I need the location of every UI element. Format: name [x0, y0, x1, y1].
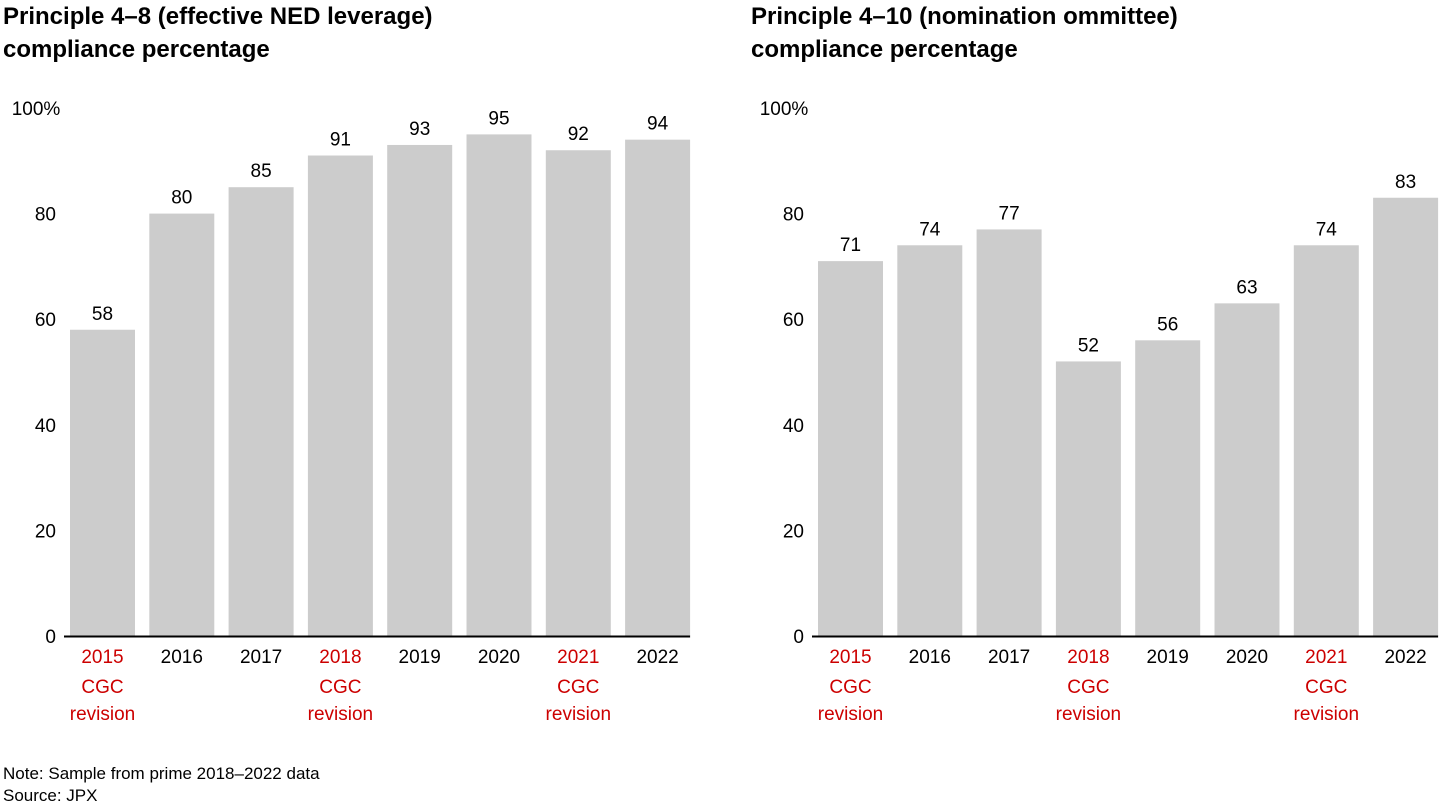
cgc-revision-label: CGC — [557, 677, 599, 698]
y-tick-label: 60 — [783, 310, 804, 331]
x-tick-label: 2017 — [988, 647, 1030, 668]
x-tick-label: 2015 — [829, 647, 871, 668]
x-tick-label: 2022 — [636, 647, 678, 668]
bar-value-label: 91 — [330, 130, 351, 151]
y-tick-label: 40 — [783, 416, 804, 437]
y-tick-label: 100% — [760, 99, 809, 120]
cgc-revision-label: revision — [1056, 704, 1121, 725]
bar-value-label: 92 — [568, 124, 589, 145]
bar-2015 — [818, 261, 883, 636]
cgc-revision-label: revision — [1294, 704, 1359, 725]
chart-2: 0 20 40 60 80 100% 71 2015 CGC revision 74 2016 77 20… — [760, 99, 1439, 725]
bar-2017 — [976, 229, 1042, 636]
bar-value-label: 85 — [251, 161, 272, 182]
bar-2016 — [897, 245, 963, 636]
bar-value-label: 52 — [1078, 335, 1099, 356]
footnote-note: Note: Sample from prime 2018–2022 data — [3, 764, 320, 783]
y-tick-label: 20 — [783, 521, 804, 542]
bar-value-label: 95 — [488, 108, 509, 129]
bar-value-label: 93 — [409, 119, 430, 140]
y-tick-label: 60 — [35, 310, 56, 331]
x-tick-label: 2018 — [1067, 647, 1109, 668]
bar-2018 — [307, 155, 373, 636]
cgc-revision-label: revision — [70, 704, 135, 725]
bar-2019 — [387, 144, 453, 636]
bar-2021 — [545, 150, 611, 637]
bar-2022 — [625, 139, 691, 636]
bar-value-label: 74 — [1316, 219, 1338, 240]
bar-2016 — [149, 213, 215, 636]
bar-value-label: 80 — [171, 188, 192, 209]
chart-title-line-1: Principle 4–10 (nomination ommittee) — [751, 3, 1178, 30]
x-tick-label: 2021 — [1305, 647, 1347, 668]
cgc-revision-label: revision — [546, 704, 611, 725]
cgc-revision-label: revision — [308, 704, 373, 725]
chart-title-nomination-committee: Principle 4–10 (nomination ommittee) com… — [751, 0, 1178, 66]
bar-2017 — [228, 187, 294, 636]
bar-value-label: 94 — [647, 114, 669, 135]
y-tick-label: 80 — [783, 205, 804, 226]
x-tick-label: 2019 — [399, 647, 441, 668]
bar-2020 — [1214, 303, 1280, 636]
cgc-revision-label: CGC — [1067, 677, 1109, 698]
y-tick-label: 20 — [35, 521, 56, 542]
cgc-revision-label: CGC — [1305, 677, 1347, 698]
chart-title-ned-leverage: Principle 4–8 (effective NED leverage) c… — [3, 0, 433, 66]
cgc-revision-label: CGC — [81, 677, 123, 698]
x-tick-label: 2019 — [1147, 647, 1189, 668]
y-tick-label: 0 — [45, 627, 56, 648]
y-tick-label: 100% — [12, 99, 61, 120]
bar-value-label: 77 — [999, 203, 1020, 224]
x-tick-label: 2021 — [557, 647, 599, 668]
x-tick-label: 2016 — [161, 647, 203, 668]
x-tick-label: 2022 — [1384, 647, 1426, 668]
bar-value-label: 74 — [919, 219, 941, 240]
bar-value-label: 58 — [92, 304, 113, 325]
bar-value-label: 56 — [1157, 314, 1178, 335]
x-tick-label: 2016 — [909, 647, 951, 668]
footnote-source: Source: JPX — [3, 786, 98, 805]
x-tick-label: 2020 — [1226, 647, 1268, 668]
bar-value-label: 83 — [1395, 172, 1416, 193]
bar-2018 — [1055, 361, 1121, 636]
bar-value-label: 71 — [840, 235, 861, 256]
x-tick-label: 2020 — [478, 647, 520, 668]
cgc-revision-label: CGC — [319, 677, 361, 698]
bar-2020 — [466, 134, 532, 636]
cgc-revision-label: revision — [818, 704, 883, 725]
bar-2021 — [1293, 245, 1359, 636]
chart-title-line-2: compliance percentage — [3, 36, 270, 63]
bar-2015 — [70, 329, 135, 636]
y-tick-label: 80 — [35, 205, 56, 226]
x-tick-label: 2018 — [319, 647, 361, 668]
y-tick-label: 40 — [35, 416, 56, 437]
bar-2019 — [1135, 340, 1201, 636]
bar-2022 — [1373, 197, 1439, 636]
x-tick-label: 2017 — [240, 647, 282, 668]
y-tick-label: 0 — [793, 627, 804, 648]
cgc-revision-label: CGC — [829, 677, 871, 698]
x-tick-label: 2015 — [81, 647, 123, 668]
bar-value-label: 63 — [1236, 277, 1257, 298]
chart-title-line-1: Principle 4–8 (effective NED leverage) — [3, 3, 433, 30]
chart-title-line-2: compliance percentage — [751, 36, 1018, 63]
chart-1: 0 20 40 60 80 100% 58 2015 CGC revision 80 2016 85 20… — [12, 99, 691, 725]
